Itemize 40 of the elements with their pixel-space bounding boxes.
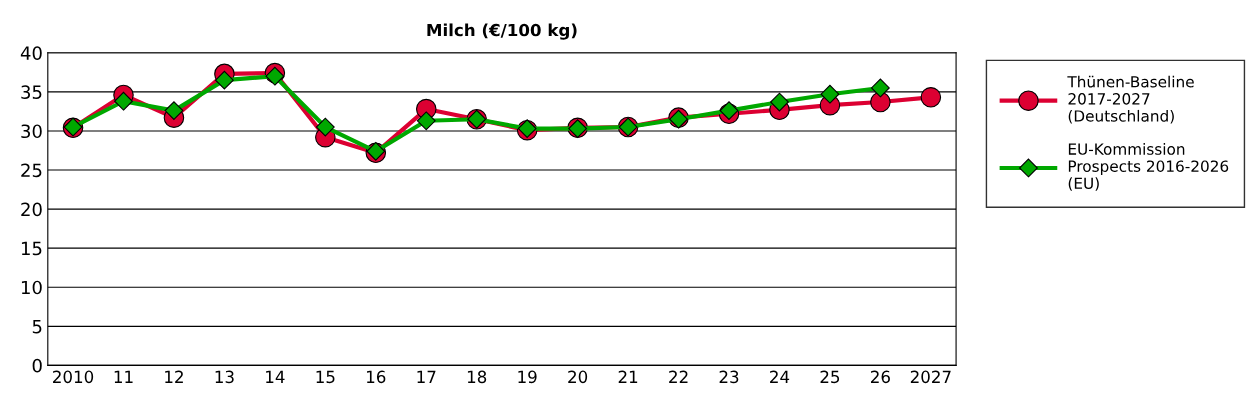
x-tick-label: 19 xyxy=(518,370,537,384)
point xyxy=(215,70,234,90)
point xyxy=(770,92,789,112)
point xyxy=(416,111,436,131)
point xyxy=(315,117,335,137)
point xyxy=(870,91,891,113)
y-tick-label: 10 xyxy=(21,280,42,295)
x-tick-label: 2010 xyxy=(53,370,94,384)
x-tick-label: 21 xyxy=(618,370,638,383)
y-tick-label: 5 xyxy=(32,320,42,334)
y-tick-label: 35 xyxy=(21,85,42,99)
x-tick-label: 22 xyxy=(669,370,688,383)
y-tick-label: 40 xyxy=(20,46,42,60)
x-tick-label: 20 xyxy=(568,370,588,384)
legend-label: Thünen-Baseline 2017-2027 (Deutschland) xyxy=(1067,75,1194,124)
y-tick-label: 0 xyxy=(32,358,42,373)
x-tick-label: 11 xyxy=(114,370,133,383)
y-tick-label: 25 xyxy=(21,163,42,178)
point xyxy=(820,84,840,104)
point xyxy=(920,87,942,108)
x-tick-label: 14 xyxy=(266,370,285,383)
x-tick-label: 26 xyxy=(871,370,890,384)
x-tick-label: 13 xyxy=(215,370,234,384)
x-tick-label: 15 xyxy=(316,370,335,384)
y-tick-label: 20 xyxy=(21,202,42,217)
y-tick-label: 15 xyxy=(21,241,42,256)
point xyxy=(870,78,890,98)
x-tick-label: 16 xyxy=(367,370,386,384)
point xyxy=(114,91,133,111)
x-tick-label: 25 xyxy=(820,370,840,384)
point xyxy=(164,101,184,121)
x-tick-label: 24 xyxy=(770,370,790,383)
y-tick-label: 30 xyxy=(21,124,42,139)
x-tick-label: 18 xyxy=(467,370,487,384)
chart-title: Milch (€/100 kg) xyxy=(427,23,577,40)
x-tick-label: 17 xyxy=(417,370,436,383)
x-tick-label: 2027 xyxy=(910,370,951,384)
x-tick-label: 23 xyxy=(719,370,739,384)
x-tick-label: 12 xyxy=(165,370,183,383)
legend-label: EU-Kommission Prospects 2016-2026 (EU) xyxy=(1068,143,1229,191)
